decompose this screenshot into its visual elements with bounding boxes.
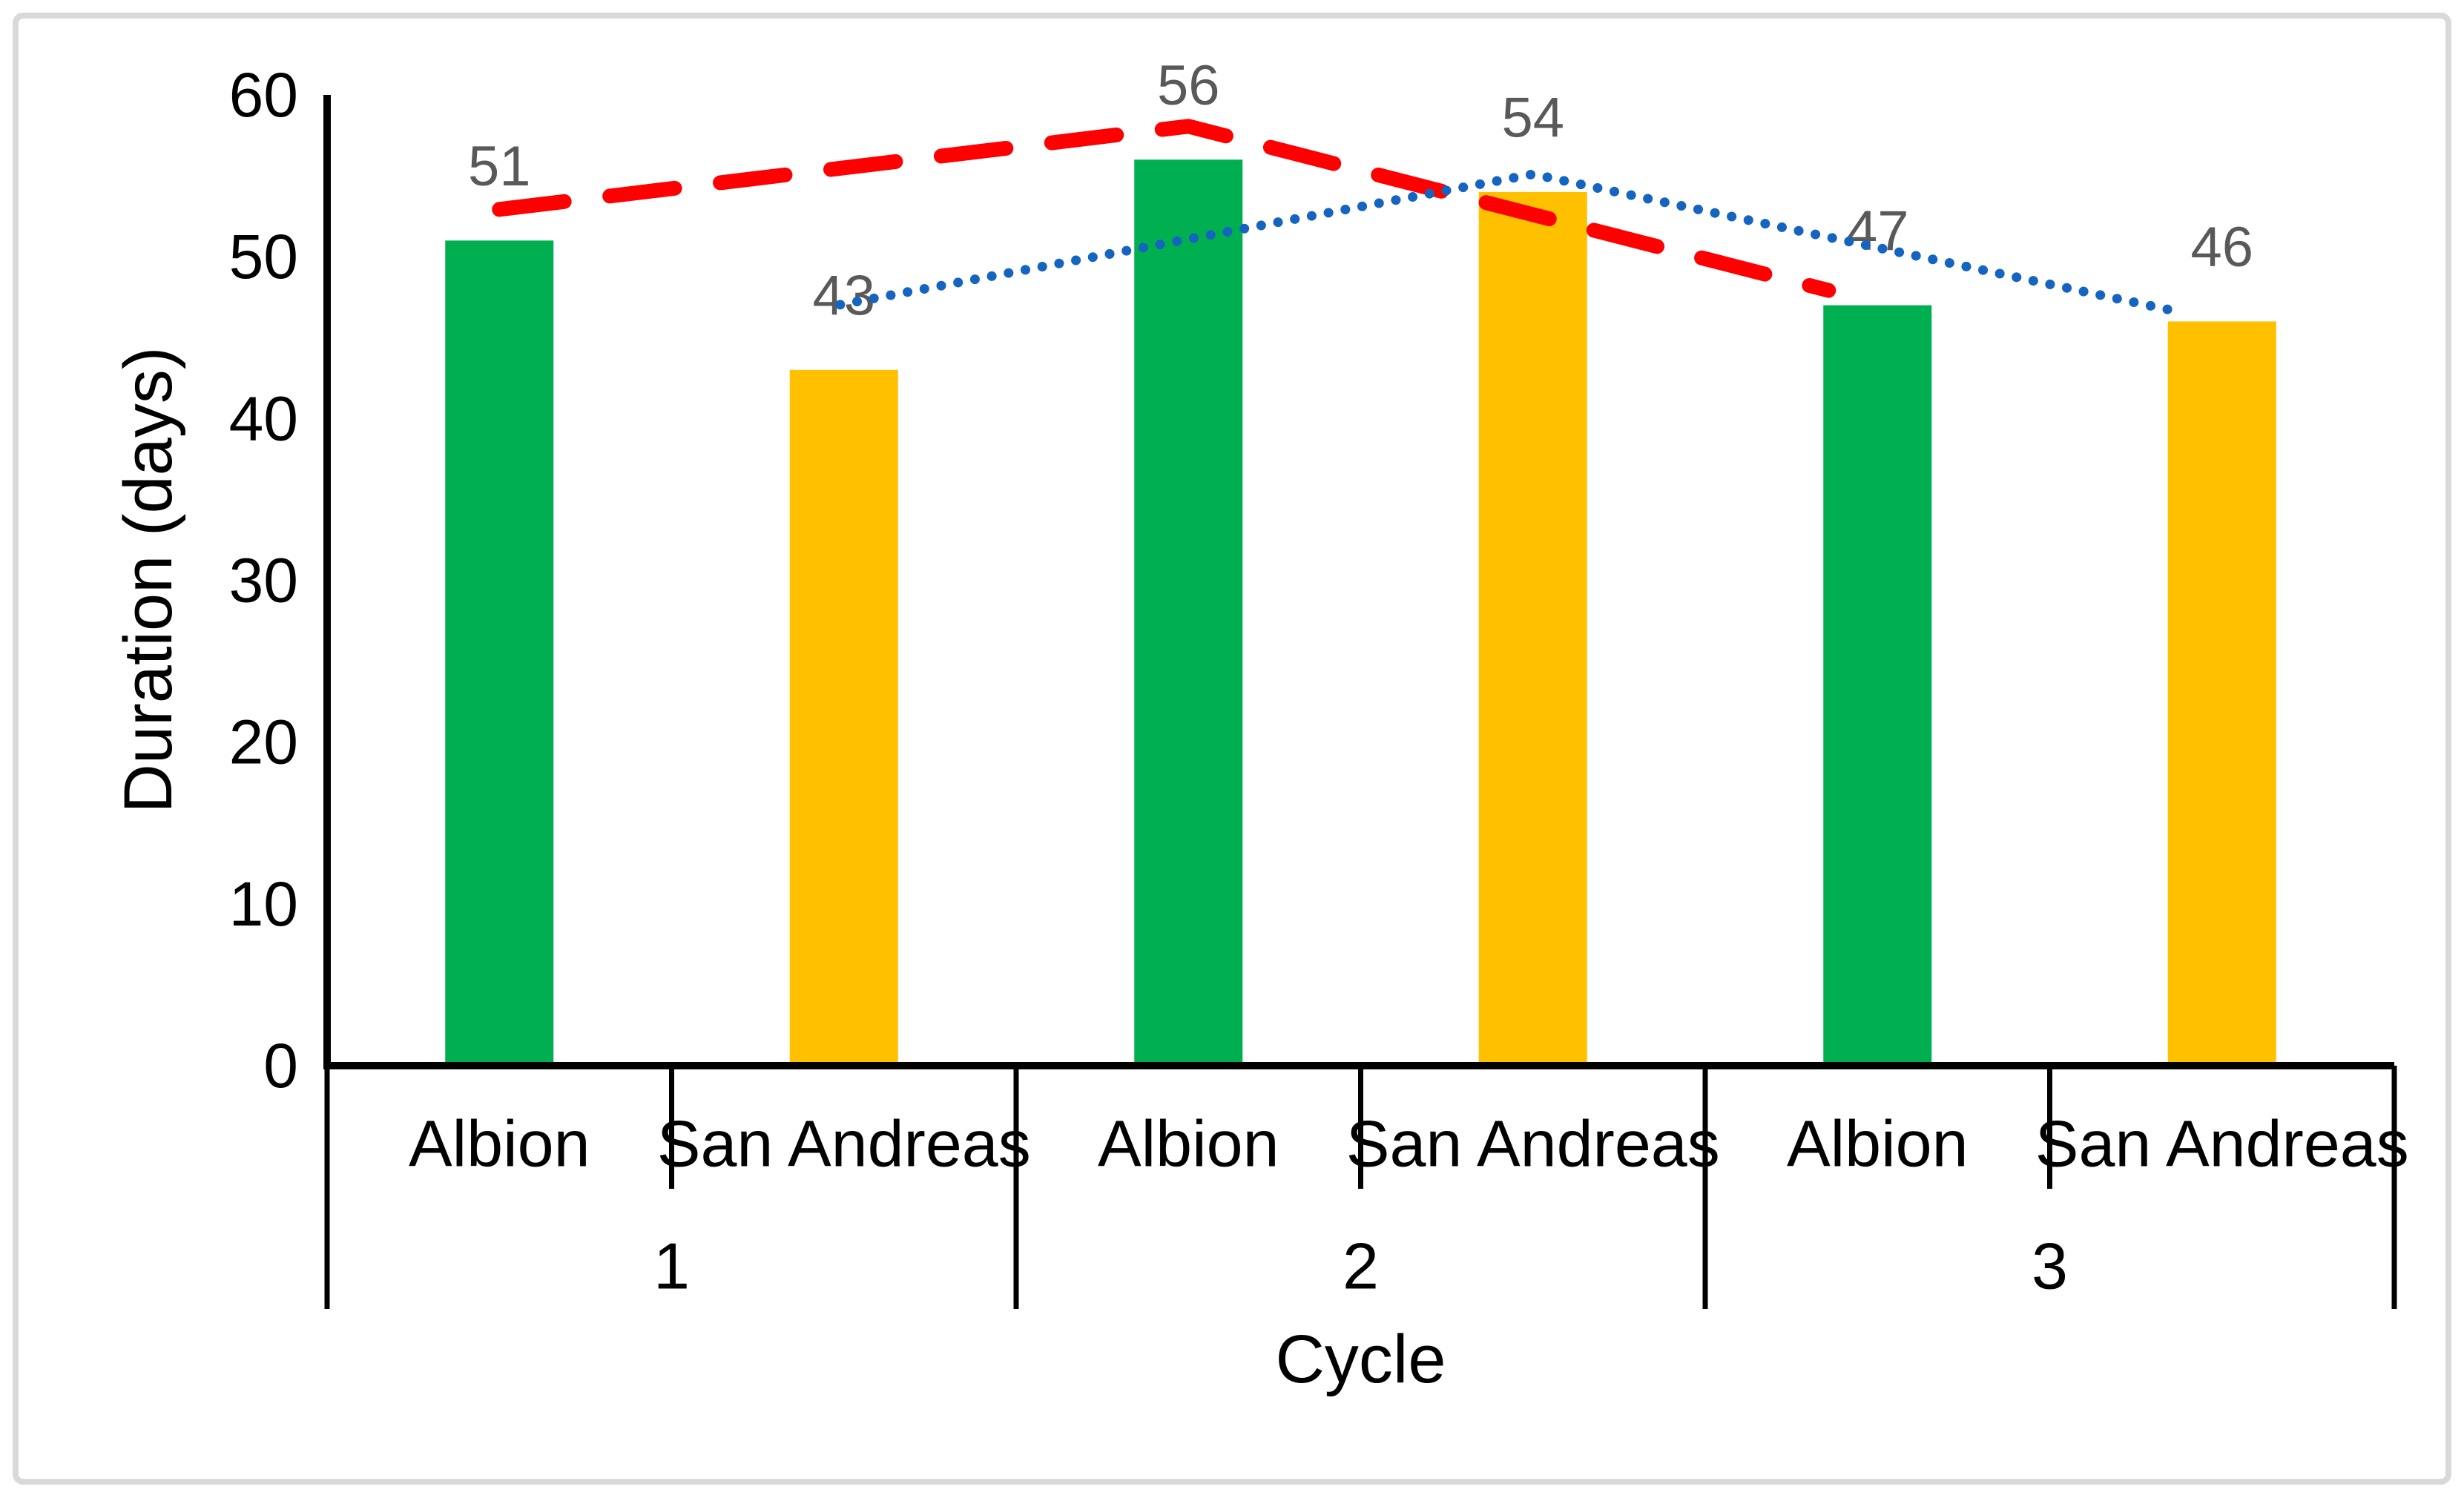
data-label: 54 [1501, 86, 1564, 149]
category-label: Albion [409, 1107, 590, 1181]
y-tick-label: 20 [229, 707, 298, 777]
group-label: 1 [653, 1230, 690, 1303]
data-label: 43 [812, 264, 875, 327]
y-axis-title: Duration (days) [111, 347, 186, 814]
category-label: San Andreas [657, 1107, 1031, 1181]
data-label: 56 [1157, 54, 1220, 117]
bar-san-andreas-cycle-1 [789, 369, 898, 1066]
y-tick-label: 60 [229, 60, 298, 130]
category-label: Albion [1787, 1107, 1969, 1181]
bar-san-andreas-cycle-2 [1478, 191, 1587, 1066]
data-label: 46 [2190, 216, 2253, 279]
data-label: 51 [468, 135, 531, 198]
category-label: Albion [1098, 1107, 1279, 1181]
category-label: San Andreas [1346, 1107, 1720, 1181]
trend-line-san-andreas-trend [835, 169, 2181, 316]
bar-albion-cycle-3 [1823, 305, 1932, 1066]
x-axis-title: Cycle [1275, 1322, 1446, 1397]
y-tick-label: 0 [263, 1031, 298, 1101]
bar-albion-cycle-2 [1134, 159, 1243, 1066]
y-tick-label: 50 [229, 222, 298, 291]
y-tick-label: 30 [229, 546, 298, 616]
bar-san-andreas-cycle-3 [2167, 321, 2276, 1066]
group-label: 3 [2032, 1230, 2068, 1303]
y-tick-label: 10 [229, 869, 298, 939]
bar-albion-cycle-1 [445, 240, 554, 1066]
group-label: 2 [1343, 1230, 1379, 1303]
y-tick-label: 40 [229, 383, 298, 453]
trend-line-albion-trend [492, 119, 1837, 298]
category-label: San Andreas [2035, 1107, 2409, 1181]
